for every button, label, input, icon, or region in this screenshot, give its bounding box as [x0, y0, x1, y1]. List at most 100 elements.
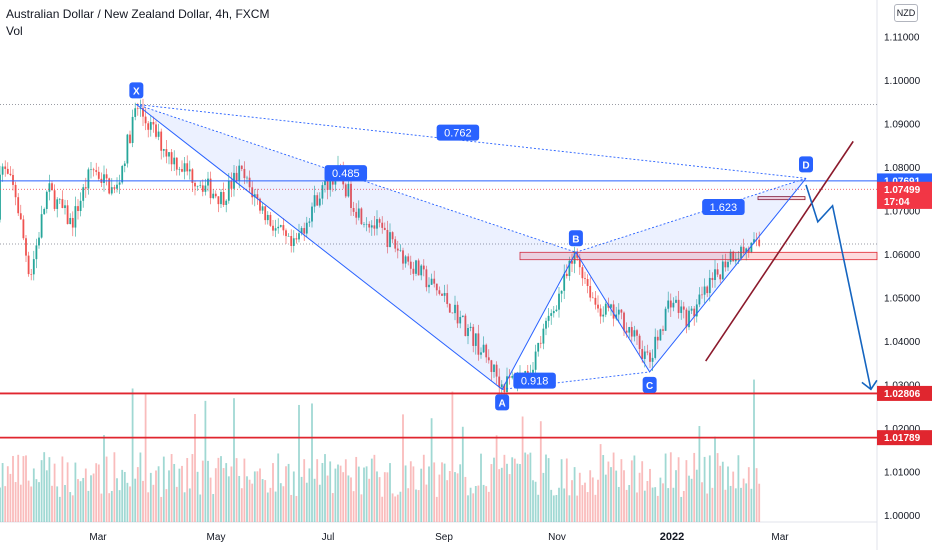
- candle: [264, 206, 267, 221]
- candle: [719, 274, 722, 280]
- candle: [584, 278, 586, 280]
- pattern-point-c: C: [646, 381, 653, 392]
- candle: [630, 327, 633, 337]
- candle: [451, 312, 454, 314]
- candle: [703, 286, 706, 295]
- volume-bar: [352, 491, 355, 522]
- candle: [35, 245, 38, 260]
- candle: [404, 256, 407, 264]
- volume-bar: [656, 495, 659, 522]
- candle: [464, 315, 467, 337]
- candle: [555, 309, 558, 312]
- candle: [443, 293, 446, 296]
- volume-bar: [53, 463, 56, 522]
- volume-bar: [482, 484, 485, 522]
- price-tick-label: 1.11000: [884, 32, 920, 43]
- candle: [259, 198, 261, 211]
- volume-bar: [729, 485, 732, 522]
- volume-bar: [209, 477, 212, 522]
- candle: [4, 166, 7, 169]
- volume-bar: [545, 454, 547, 522]
- volume-bar: [675, 470, 677, 522]
- candle: [409, 261, 412, 269]
- candle: [365, 223, 368, 225]
- volume-bar: [526, 454, 529, 522]
- volume-bar: [721, 461, 724, 522]
- volume-bar: [589, 470, 592, 522]
- volume-indicator-label[interactable]: Vol: [6, 24, 23, 38]
- candle: [649, 352, 651, 362]
- candle: [108, 178, 111, 194]
- price-tag: 1.01789: [884, 433, 921, 444]
- candle: [428, 284, 430, 288]
- candle: [415, 260, 417, 274]
- candle: [493, 364, 495, 372]
- candle: [22, 219, 25, 239]
- candle: [690, 308, 693, 311]
- price-axis: 1.11000 1.10000 1.09000 1.08000 1.07000 1.060…: [877, 32, 932, 522]
- candle: [51, 183, 53, 191]
- candle: [162, 149, 165, 151]
- candle: [695, 304, 698, 317]
- volume-bar: [578, 472, 581, 522]
- candle: [225, 200, 228, 205]
- volume-bar: [308, 468, 311, 522]
- candle: [53, 190, 56, 209]
- volume-bar: [690, 478, 693, 522]
- candle: [204, 185, 207, 192]
- currency-button[interactable]: NZD: [894, 4, 918, 22]
- candle: [373, 225, 376, 229]
- candle: [152, 122, 155, 125]
- support-zone: [519, 251, 878, 261]
- volume-bar: [139, 452, 142, 522]
- candle: [69, 217, 72, 225]
- volume-bar: [238, 475, 241, 522]
- candle: [711, 277, 714, 281]
- volume-bar: [591, 477, 594, 522]
- candle: [222, 192, 225, 205]
- volume-bar: [157, 466, 160, 522]
- volume-bar: [602, 455, 605, 522]
- candle: [352, 207, 355, 212]
- candle: [474, 333, 477, 346]
- volume-bar: [217, 457, 220, 522]
- candle: [758, 239, 761, 246]
- candle: [487, 357, 490, 361]
- candle: [74, 206, 77, 228]
- candle: [256, 194, 259, 199]
- pattern-fill-xab: [136, 104, 576, 390]
- candle: [459, 316, 462, 324]
- volume-bar: [438, 474, 441, 522]
- volume-bar: [214, 468, 217, 522]
- volume-bar: [248, 479, 251, 522]
- volume-bar: [740, 487, 742, 522]
- volume-bar: [560, 459, 563, 522]
- volume-bar: [90, 475, 92, 522]
- resistance-zone: [757, 196, 806, 201]
- time-axis: Mar May Jul Sep Nov 2022 Mar: [89, 531, 789, 543]
- pattern-point-c-badge: [642, 376, 657, 393]
- candle: [272, 225, 274, 231]
- candle: [58, 199, 61, 200]
- volume-bar: [292, 471, 295, 522]
- candle: [1, 166, 4, 175]
- candle: [568, 260, 571, 277]
- volume-bar: [615, 470, 618, 522]
- volume-bar: [503, 454, 506, 522]
- candle: [66, 205, 69, 225]
- candle: [745, 248, 748, 253]
- volume-bar: [628, 485, 631, 522]
- volume-bar: [425, 484, 428, 522]
- candle: [368, 223, 371, 228]
- volume-bar: [638, 472, 641, 522]
- time-tick-label: Jul: [322, 532, 335, 543]
- candle: [597, 304, 599, 309]
- time-tick-label: May: [207, 532, 226, 543]
- volume-bar: [38, 482, 40, 522]
- candle: [417, 260, 420, 276]
- volume-bar: [84, 468, 87, 522]
- candle: [391, 232, 394, 240]
- candle: [357, 208, 360, 218]
- volume-bar: [77, 479, 79, 522]
